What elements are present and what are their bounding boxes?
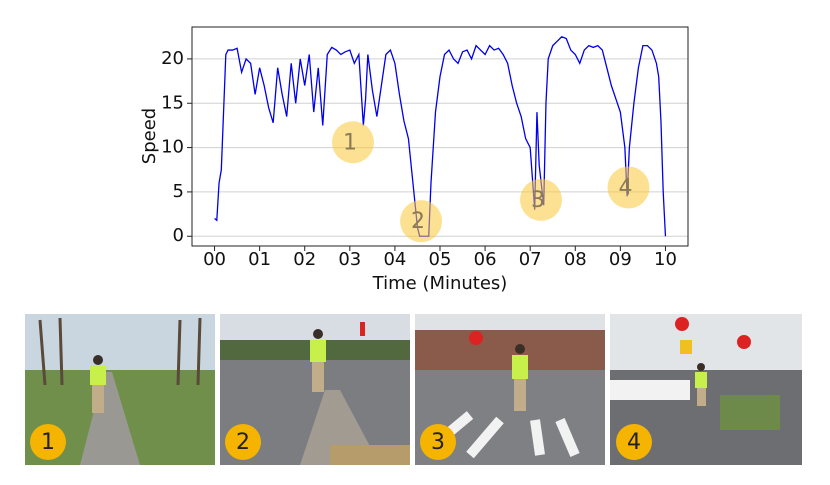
y-tick-label: 0 — [173, 225, 184, 246]
photo-badge: 1 — [30, 424, 66, 460]
annotation-label: 4 — [618, 175, 632, 200]
annotation-marker — [520, 178, 563, 221]
photo — [610, 314, 802, 465]
plot-frame — [191, 26, 689, 247]
x-tick-label: 01 — [248, 249, 271, 270]
x-tick-label: 04 — [383, 249, 406, 270]
x-tick-label: 03 — [338, 249, 361, 270]
photo-badge: 2 — [225, 424, 261, 460]
x-tick-label: 08 — [564, 249, 587, 270]
x-tick-label: 00 — [203, 249, 226, 270]
x-tick-label: 09 — [609, 249, 632, 270]
annotation-marker — [607, 166, 650, 209]
x-tick-label: 05 — [429, 249, 452, 270]
y-tick-label: 10 — [161, 137, 184, 158]
x-tick-label: 07 — [519, 249, 542, 270]
x-tick-label: 10 — [654, 249, 677, 270]
y-axis-title: Speed — [139, 108, 160, 164]
y-tick-label: 15 — [161, 92, 184, 113]
photo — [25, 314, 215, 465]
speed-line — [214, 35, 667, 237]
photo-number: 1 — [41, 430, 55, 455]
annotation-label: 2 — [411, 209, 425, 234]
photo-number: 3 — [431, 430, 445, 455]
x-axis-title: Time (Minutes) — [372, 273, 508, 294]
y-tick-label: 5 — [173, 181, 184, 202]
annotation-label: 3 — [531, 188, 545, 213]
photo-number: 4 — [627, 430, 641, 455]
annotation-marker — [331, 121, 374, 164]
x-tick-label: 02 — [293, 249, 316, 270]
photo-number: 2 — [236, 430, 250, 455]
x-tick-label: 06 — [474, 249, 497, 270]
y-tick-label: 20 — [161, 48, 184, 69]
photo-badge: 4 — [616, 424, 652, 460]
annotation-label: 1 — [343, 130, 357, 155]
annotation-marker — [400, 200, 443, 243]
photo-badge: 3 — [420, 424, 456, 460]
